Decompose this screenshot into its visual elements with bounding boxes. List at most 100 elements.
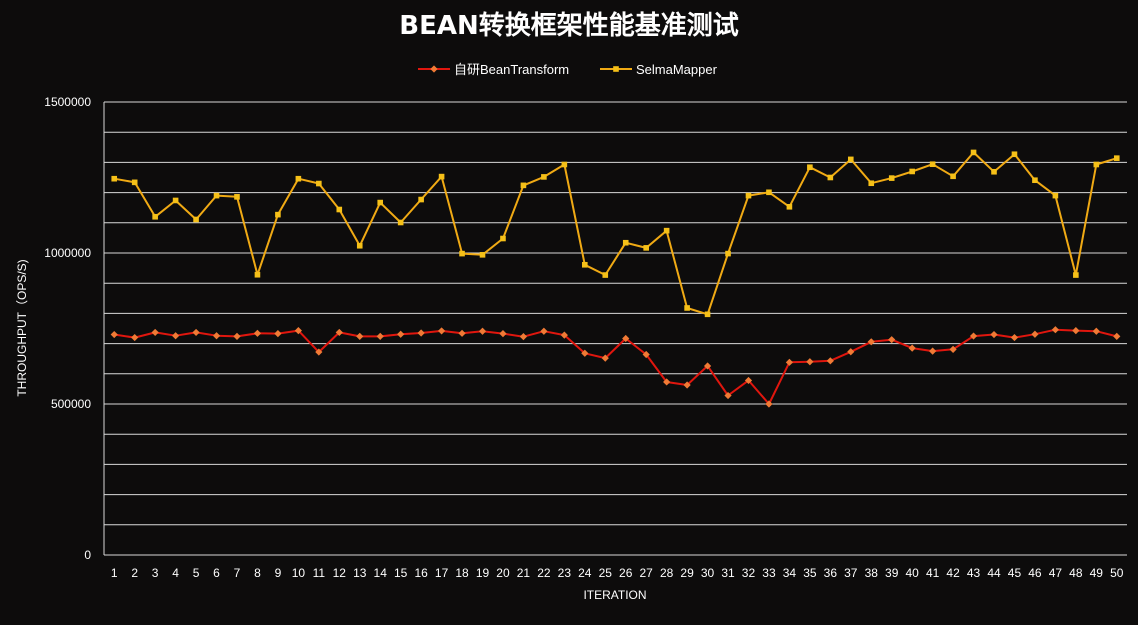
- x-tick-label: 42: [946, 566, 960, 580]
- data-point: [1011, 151, 1018, 158]
- data-point: [1052, 192, 1059, 199]
- data-point: [316, 180, 322, 187]
- x-tick-label: 50: [1110, 566, 1124, 580]
- data-point: [172, 332, 180, 340]
- x-tick-label: 38: [865, 566, 879, 580]
- data-point: [376, 332, 384, 340]
- data-point: [541, 174, 547, 180]
- data-point: [929, 161, 936, 168]
- legend-swatch-marker: [430, 65, 438, 73]
- data-point: [622, 239, 629, 246]
- data-point: [643, 245, 649, 251]
- data-point: [642, 350, 650, 359]
- data-point: [254, 271, 261, 278]
- x-tick-label: 19: [476, 566, 490, 580]
- data-point: [151, 328, 159, 337]
- data-point: [520, 182, 527, 189]
- x-tick-label: 45: [1008, 566, 1022, 580]
- data-point: [478, 327, 487, 335]
- x-tick-label: 1: [111, 566, 118, 580]
- data-point: [785, 358, 794, 366]
- x-tick-label: 40: [905, 566, 919, 580]
- x-tick-label: 26: [619, 566, 633, 580]
- data-point: [969, 332, 978, 340]
- x-tick-label: 11: [313, 566, 326, 580]
- x-tick-label: 28: [660, 566, 674, 580]
- x-tick-label: 39: [885, 566, 899, 580]
- y-axis-title: THROUGHPUT（OPS/S): [15, 259, 29, 396]
- data-point: [458, 329, 466, 337]
- x-tick-label: 15: [394, 566, 408, 580]
- series-line: [114, 328, 1118, 405]
- x-tick-label: 35: [803, 566, 817, 580]
- data-point: [561, 161, 568, 168]
- x-tick-label: 18: [455, 566, 469, 580]
- data-point: [1092, 327, 1100, 335]
- x-tick-label: 24: [578, 566, 592, 580]
- data-point: [703, 362, 712, 370]
- data-point: [294, 327, 302, 335]
- data-point: [868, 180, 875, 187]
- data-point: [683, 381, 691, 389]
- data-point: [356, 332, 364, 340]
- data-point: [315, 348, 323, 356]
- data-point: [274, 330, 282, 338]
- series-group: [110, 149, 1121, 408]
- grid-lines: [103, 101, 1127, 556]
- y-tick-label: 1500000: [44, 95, 91, 109]
- series-selmamapper: [111, 149, 1120, 318]
- x-tick-label: 21: [517, 566, 531, 580]
- data-point: [519, 333, 528, 341]
- x-tick-label: 13: [353, 566, 367, 580]
- data-point: [336, 206, 343, 213]
- data-point: [417, 329, 425, 337]
- x-tick-label: 14: [374, 566, 388, 580]
- legend: 自研BeanTransform SelmaMapper: [418, 62, 718, 77]
- data-point: [131, 179, 138, 186]
- data-point: [1093, 161, 1100, 168]
- data-point: [765, 400, 773, 408]
- data-point: [806, 358, 814, 366]
- data-point: [949, 345, 957, 353]
- data-point: [1010, 333, 1019, 342]
- x-tick-label: 20: [496, 566, 510, 580]
- data-point: [602, 272, 609, 278]
- x-tick-label: 32: [742, 566, 756, 580]
- data-point: [233, 332, 241, 340]
- x-tick-label: 30: [701, 566, 715, 580]
- x-tick-label: 29: [680, 566, 694, 580]
- x-axis-ticks: 1 2 3 4 5 6 7 8 9 10 11 12 13 14 15 16 17 18 19 20 21 22 23 24 2…: [111, 566, 1124, 580]
- data-point: [581, 349, 589, 357]
- x-tick-label: 49: [1090, 566, 1104, 580]
- x-tick-label: 25: [599, 566, 613, 580]
- data-point: [908, 344, 916, 352]
- x-tick-label: 31: [721, 566, 735, 580]
- legend-label: SelmaMapper: [636, 62, 718, 77]
- data-point: [437, 327, 446, 335]
- y-tick-label: 1000000: [44, 246, 91, 260]
- data-point: [479, 252, 486, 258]
- x-axis-title: ITERATION: [583, 588, 646, 602]
- data-point: [807, 164, 813, 171]
- data-point: [397, 330, 405, 338]
- legend-label: 自研BeanTransform: [454, 62, 569, 77]
- series-line: [114, 151, 1118, 316]
- data-point: [888, 175, 895, 181]
- data-point: [253, 329, 262, 337]
- x-tick-label: 33: [762, 566, 776, 580]
- x-tick-label: 44: [987, 566, 1001, 580]
- data-point: [1073, 272, 1079, 278]
- data-point: [193, 216, 199, 223]
- data-point: [990, 330, 998, 339]
- data-point: [826, 357, 834, 365]
- data-point: [827, 174, 834, 181]
- data-point: [991, 168, 997, 175]
- x-tick-label: 47: [1049, 566, 1063, 580]
- data-point: [131, 333, 139, 342]
- data-point: [725, 250, 731, 257]
- data-point: [1051, 326, 1059, 334]
- x-tick-label: 17: [435, 566, 449, 580]
- data-point: [295, 175, 302, 182]
- data-point: [377, 199, 384, 206]
